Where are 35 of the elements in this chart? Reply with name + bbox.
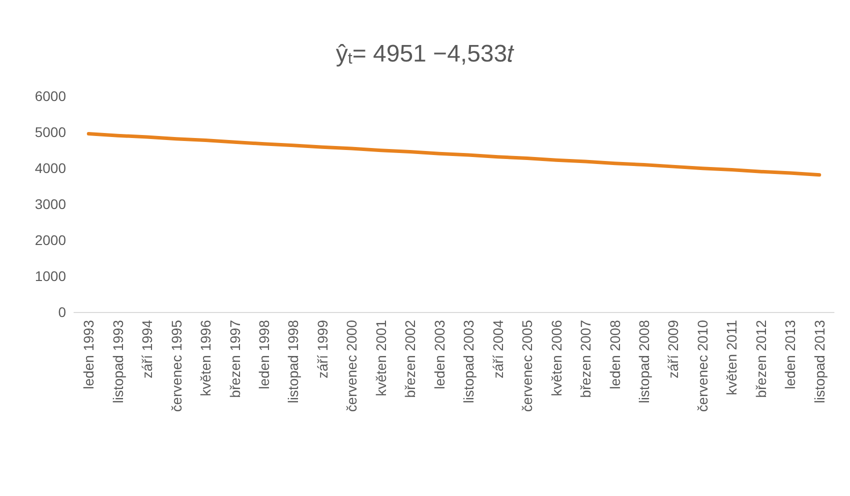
chart-title: ŷt= 4951 −4,533𝑡: [336, 40, 516, 68]
x-tick-label: září 2004: [490, 320, 506, 378]
x-tick-label: leden 2008: [606, 320, 623, 390]
y-tick-label: 5000: [34, 124, 66, 140]
x-tick-label: květen 2011: [724, 320, 740, 396]
x-tick-label: březen 2012: [752, 320, 769, 398]
x-tick-label: listopad 2008: [636, 320, 652, 404]
x-tick-label: leden 1993: [80, 320, 97, 390]
x-tick-label: září 1999: [314, 320, 330, 378]
x-tick-label: září 2009: [665, 320, 682, 378]
x-tick-label: listopad 1993: [110, 320, 126, 404]
x-tick-label: květen 1996: [198, 320, 214, 396]
x-tick-label: leden 1998: [256, 320, 272, 390]
y-tick-label: 2000: [34, 232, 66, 248]
x-tick-label: červenec 2010: [694, 320, 710, 412]
x-tick-label: březen 1997: [226, 320, 243, 398]
y-tick-label: 0: [58, 304, 66, 320]
y-tick-label: 3000: [34, 196, 66, 212]
x-tick-label: září 1994: [139, 320, 156, 378]
x-tick-label: květen 2006: [548, 320, 564, 396]
x-tick-label: červenec 1995: [168, 320, 184, 412]
y-tick-label: 1000: [34, 268, 66, 284]
x-tick-label: listopad 1998: [285, 320, 302, 404]
x-tick-label: březen 2002: [402, 320, 418, 398]
x-tick-label: červenec 2000: [344, 320, 360, 412]
line-series: [86, 132, 822, 177]
x-tick-label: červenec 2005: [519, 320, 536, 412]
x-tick-label: březen 2007: [578, 320, 594, 398]
x-tick-label: listopad 2003: [460, 320, 477, 404]
x-tick-label: květen 2001: [372, 320, 389, 396]
y-tick-label: 4000: [34, 160, 66, 176]
x-tick-label: leden 2003: [431, 320, 448, 390]
x-tick-label: listopad 2013: [811, 320, 828, 404]
x-tick-label: leden 2013: [782, 320, 798, 390]
y-tick-label: 6000: [34, 88, 66, 104]
